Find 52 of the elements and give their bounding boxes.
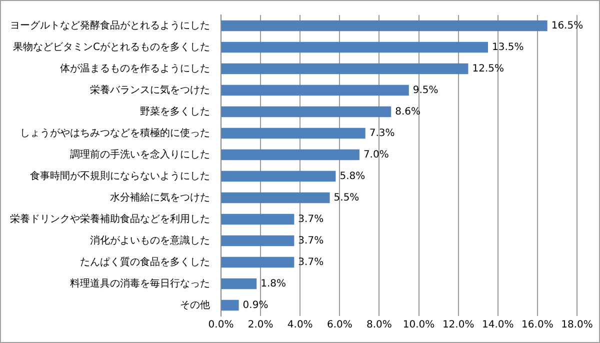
x-tick-label: 10.0% <box>402 320 435 331</box>
data-label: 12.5% <box>472 63 504 74</box>
data-label: 16.5% <box>551 20 584 32</box>
bar <box>222 214 294 225</box>
y-tick-label: たんぱく質の食品を多くした <box>80 256 210 268</box>
bar <box>222 42 488 53</box>
bar <box>222 84 409 96</box>
y-tick-label: 野菜を多くした <box>140 105 210 118</box>
y-tick-label: 体が温まるものを作るようにした <box>60 62 210 74</box>
bar <box>222 20 548 32</box>
x-tick-label: 18.0% <box>561 320 593 331</box>
y-tick-label: しょうがやはちみつなどを積極的に使った <box>20 126 210 139</box>
x-tick-label: 8.0% <box>366 320 392 331</box>
bar <box>222 106 392 118</box>
bar <box>222 170 336 182</box>
bar <box>222 278 257 290</box>
x-tick-label: 2.0% <box>248 320 274 331</box>
data-label: 3.7% <box>298 214 324 225</box>
data-label: 5.8% <box>340 170 366 182</box>
x-tick-label: 4.0% <box>287 320 313 331</box>
bar <box>222 256 294 268</box>
bar <box>222 63 468 74</box>
data-label: 3.7% <box>298 256 324 268</box>
x-tick-label: 16.0% <box>522 320 554 331</box>
bar <box>222 235 294 246</box>
y-tick-label: その他 <box>180 298 210 311</box>
bar <box>222 300 239 311</box>
x-tick-label: 6.0% <box>326 320 352 331</box>
data-label: 13.5% <box>492 42 524 53</box>
y-tick-label: 栄養ドリンクや栄養補助食品などを利用した <box>10 212 210 225</box>
y-tick-label: 食事時間が不規則にならないようにした <box>30 170 210 182</box>
x-tick-label: 14.0% <box>482 320 514 331</box>
y-tick-label: 消化がよいものを意識した <box>90 234 210 246</box>
data-label: 0.9% <box>242 300 268 311</box>
y-tick-label: 栄養バランスに気をつけた <box>90 84 210 96</box>
data-label: 1.8% <box>260 278 286 290</box>
y-tick-label: 料理道具の消毒を毎日行なった <box>70 277 210 290</box>
bar <box>222 149 360 160</box>
y-tick-label: 調理前の手洗いを念入りにした <box>70 148 210 160</box>
y-tick-label: ヨーグルトなど発酵食品がとれるようにした <box>10 19 210 32</box>
x-tick-label: 0.0% <box>208 320 234 331</box>
bar <box>222 192 330 204</box>
data-label: 9.5% <box>412 84 438 96</box>
y-tick-label: 果物などビタミンCがとれるものを多くした <box>13 40 210 53</box>
y-tick-label: 水分補給に気をつけた <box>110 191 210 204</box>
bar <box>222 128 366 139</box>
data-label: 5.5% <box>334 192 360 204</box>
data-label: 7.0% <box>363 149 389 160</box>
x-tick-label: 12.0% <box>442 320 474 331</box>
data-label: 3.7% <box>298 235 324 246</box>
data-label: 7.3% <box>369 128 395 139</box>
data-label: 8.6% <box>395 106 420 118</box>
